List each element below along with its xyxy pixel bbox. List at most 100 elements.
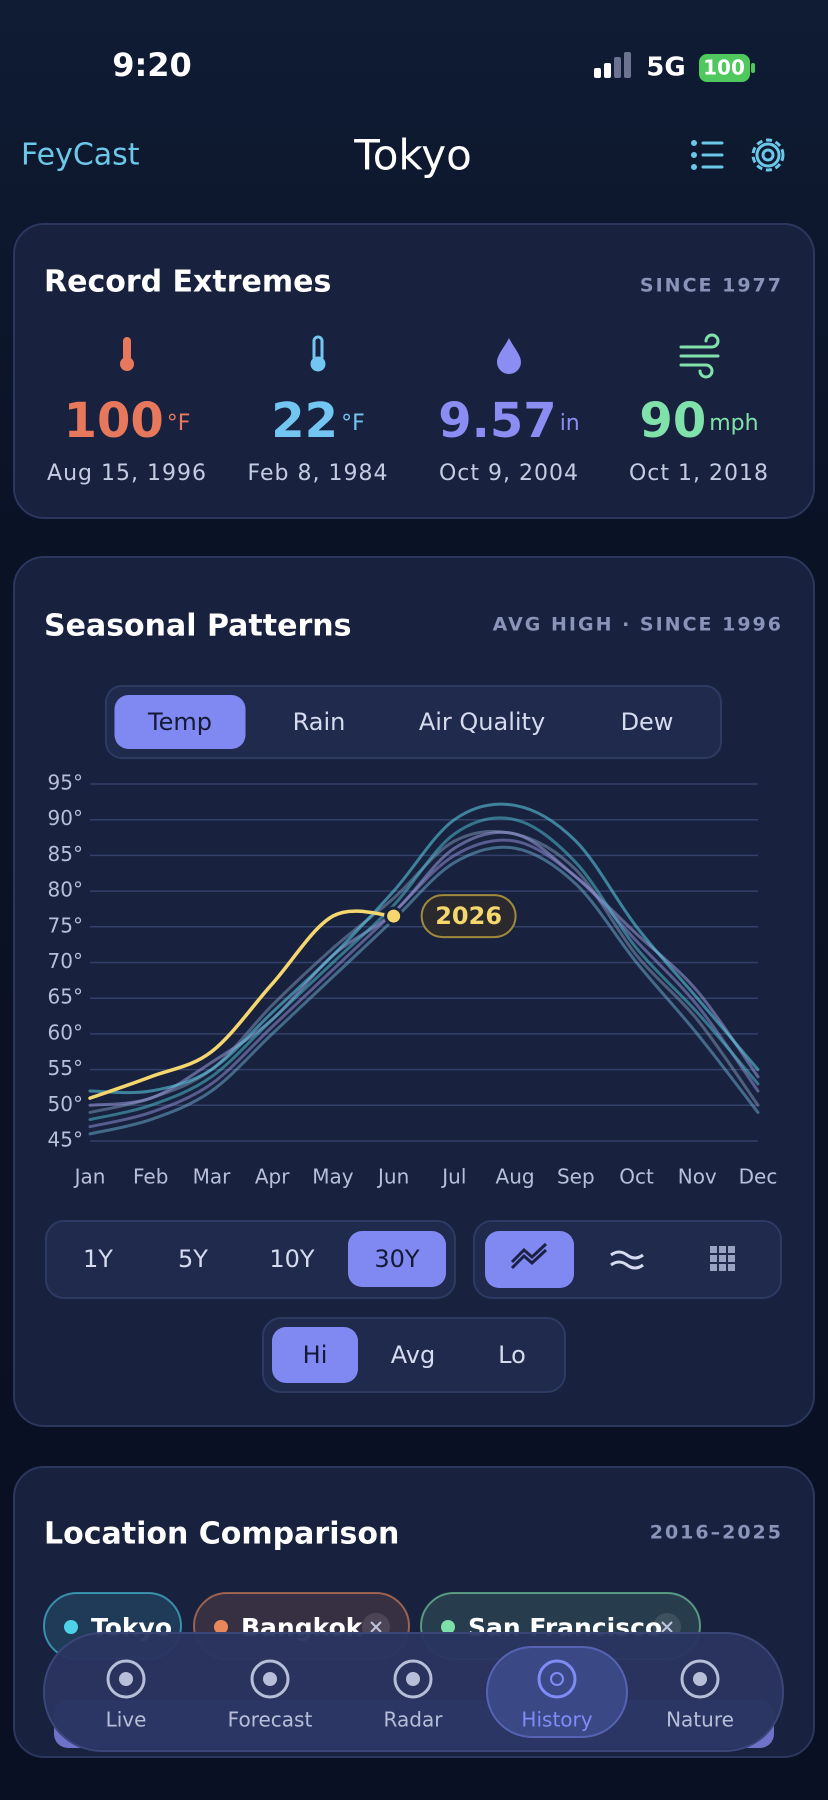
tab-active-pill[interactable]	[486, 1646, 628, 1738]
segment-active[interactable]	[114, 695, 246, 749]
history-line	[88, 802, 760, 1095]
thermometer-hot-icon	[120, 337, 134, 371]
battery-level: 100	[703, 56, 745, 80]
tab-bar	[43, 1632, 784, 1752]
tab-icon[interactable]	[680, 1659, 720, 1699]
record-date: Oct 1, 2018	[629, 461, 769, 486]
metric-tabs	[105, 685, 722, 759]
card-title: Seasonal Patterns	[44, 609, 351, 644]
segment-label[interactable]: 1Y	[83, 1245, 113, 1273]
segment-active[interactable]	[348, 1231, 446, 1287]
y-tick-label: 90°	[48, 806, 83, 830]
x-tick-label: Jan	[73, 1165, 106, 1189]
card-title: Location Comparison	[44, 1517, 399, 1552]
segment-label[interactable]: 5Y	[178, 1245, 208, 1273]
card-title: Record Extremes	[44, 265, 331, 300]
highlight-line	[88, 909, 396, 1100]
x-tick-label: Nov	[678, 1165, 717, 1189]
y-tick-label: 60°	[48, 1020, 83, 1044]
series-label: 2026	[435, 902, 502, 930]
chip-dot	[441, 1620, 455, 1634]
segment-label[interactable]: 30Y	[374, 1245, 420, 1273]
network-label: 5G	[646, 53, 685, 83]
chip-dot	[64, 1620, 78, 1634]
segment-label[interactable]: Temp	[147, 708, 212, 736]
settings-button[interactable]	[751, 138, 785, 172]
metric-tab-row: Temp Rain Air Quality Dew	[114, 695, 674, 749]
x-tick-label: Oct	[619, 1165, 654, 1189]
tab-label[interactable]: Radar	[384, 1708, 444, 1732]
tab-label[interactable]: Nature	[666, 1708, 734, 1732]
tab-label[interactable]: Live	[106, 1708, 147, 1732]
series-badge	[420, 894, 517, 939]
segment-label[interactable]: Rain	[293, 708, 346, 736]
chip-close[interactable]	[661, 1621, 673, 1633]
battery-tip	[751, 63, 755, 73]
record-card	[13, 223, 815, 519]
y-tick-label: 70°	[48, 949, 83, 973]
band-view-icon[interactable]	[610, 1250, 644, 1270]
record-date: Oct 9, 2004	[439, 461, 579, 486]
x-tick-label: Jun	[376, 1165, 409, 1189]
rain-icon	[497, 338, 521, 374]
tab-icon-core[interactable]	[263, 1672, 277, 1686]
segment-label[interactable]: Hi	[303, 1341, 328, 1369]
x-tick-label: Apr	[255, 1165, 290, 1189]
x-tick-label: Jul	[440, 1165, 466, 1189]
history-line	[88, 816, 760, 1122]
tab-label[interactable]: Forecast	[228, 1708, 313, 1732]
value-number: 100	[64, 393, 164, 449]
stat-button-row: Hi Avg Lo	[272, 1327, 526, 1383]
seasonal-card	[13, 556, 815, 1427]
value-unit: °F	[341, 411, 365, 436]
tab-label[interactable]: History	[521, 1708, 592, 1732]
segment-label[interactable]: 10Y	[269, 1245, 315, 1273]
tab-icon-core[interactable]	[406, 1672, 420, 1686]
wind-icon	[679, 333, 720, 379]
tab-icon[interactable]	[250, 1659, 290, 1699]
history-line	[88, 845, 760, 1136]
record-value: 22 °F	[271, 393, 364, 449]
record-value: 100 °F	[64, 393, 191, 449]
history-line	[88, 838, 760, 1129]
record-date: Feb 8, 1984	[248, 461, 389, 486]
x-tick-label: Sep	[557, 1165, 595, 1189]
value-number: 9.57	[438, 393, 556, 449]
segment-label[interactable]: Lo	[498, 1341, 526, 1369]
status-time: 9:20	[112, 46, 192, 84]
brand: FeyCast	[21, 138, 140, 173]
tab-icon[interactable]	[393, 1659, 433, 1699]
list-button[interactable]	[691, 140, 724, 170]
tab-icon-core[interactable]	[550, 1672, 564, 1686]
value-unit: mph	[709, 411, 758, 436]
record-value: 90 mph	[639, 393, 758, 449]
y-tick-label: 65°	[48, 985, 83, 1009]
record-date: Aug 15, 1996	[47, 461, 207, 486]
y-tick-label: 75°	[48, 913, 83, 937]
lines-view-icon[interactable]	[510, 1242, 548, 1270]
record-value: 9.57 in	[438, 393, 580, 449]
x-tick-label: Feb	[133, 1165, 168, 1189]
value-number: 22	[271, 393, 338, 449]
segment-label[interactable]: Dew	[621, 708, 674, 736]
segment-label[interactable]: Avg	[391, 1341, 435, 1369]
tab-icon-core[interactable]	[693, 1672, 707, 1686]
heatmap-view-icon[interactable]	[710, 1246, 735, 1271]
tab-icon[interactable]	[106, 1659, 146, 1699]
card-subtitle: AVG HIGH · SINCE 1996	[493, 614, 783, 636]
segment-active[interactable]	[272, 1327, 358, 1383]
tab-icon[interactable]	[537, 1659, 577, 1699]
thermometer-cold-icon	[310, 335, 326, 372]
value-unit: °F	[167, 411, 191, 436]
city-name: Tokyo	[353, 131, 472, 180]
segment-label[interactable]: Air Quality	[419, 708, 545, 736]
chip-close[interactable]	[370, 1621, 382, 1633]
x-tick-label: Mar	[193, 1165, 232, 1189]
y-tick-label: 80°	[48, 878, 83, 902]
tab-icon-core[interactable]	[119, 1672, 133, 1686]
x-tick-label: Aug	[496, 1165, 535, 1189]
y-tick-label: 55°	[48, 1056, 83, 1080]
chart: 95° 90° 85° 80° 75° 70° 65° 60° 55° 50° 45° Jan Feb M…	[48, 771, 778, 1189]
